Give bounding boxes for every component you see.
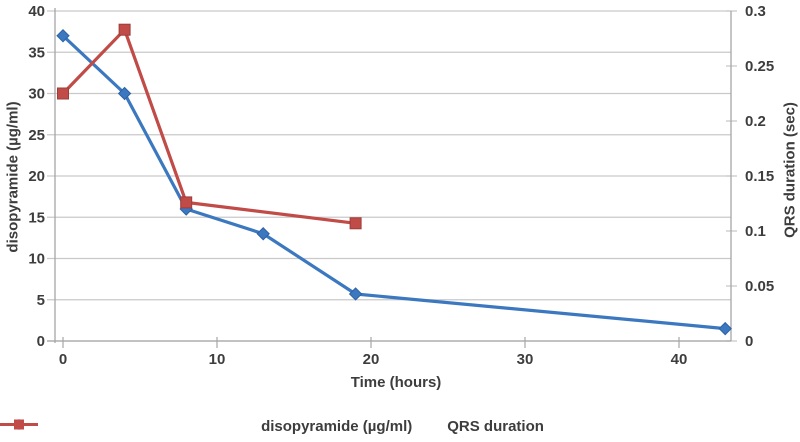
y-right-tick-label: 0.05	[745, 278, 774, 295]
y-left-tick-label: 30	[28, 86, 45, 103]
y-left-tick-label: 35	[28, 44, 45, 61]
legend-swatch-svg	[0, 419, 38, 430]
series-line-0	[61, 34, 727, 331]
data-point-diamond	[718, 321, 732, 336]
y-right-tick-label: 0	[745, 333, 753, 350]
legend-label-disopyramide: disopyramide (µg/ml)	[261, 418, 413, 435]
x-tick-label: 0	[59, 351, 67, 368]
left-axis-title: disopyramide (µg/ml)	[4, 101, 22, 253]
legend-item-disopyramide: disopyramide (µg/ml)	[0, 418, 413, 435]
x-axis-title: Time (hours)	[350, 374, 442, 391]
data-point-diamond	[348, 287, 363, 301]
y-left-tick-label: 5	[37, 292, 45, 309]
legend-item-qrs-duration: QRS duration	[0, 418, 544, 435]
data-point-square	[57, 87, 69, 100]
y-left-tick-label: 20	[28, 168, 45, 185]
y-right-tick-label: 0.2	[745, 113, 766, 130]
y-left-tick-label: 15	[28, 209, 45, 226]
y-left-tick-label: 40	[28, 3, 45, 20]
y-right-tick-label: 0.25	[745, 58, 774, 75]
data-point-square	[180, 196, 193, 209]
y-left-tick-label: 0	[37, 333, 45, 350]
legend-label-qrs-duration: QRS duration	[447, 418, 544, 435]
data-point-diamond	[256, 227, 270, 241]
data-point-diamond	[117, 86, 132, 101]
x-tick-label: 10	[209, 351, 226, 368]
series-line-1	[61, 28, 358, 225]
data-point-square	[118, 23, 131, 36]
y-left-tick-label: 10	[28, 251, 45, 268]
legend-square-glyph	[14, 419, 24, 430]
y-left-tick-label: 25	[28, 127, 45, 144]
y-right-tick-label: 0.3	[745, 3, 766, 20]
x-tick-label: 40	[671, 351, 688, 368]
data-point-diamond	[56, 29, 70, 43]
right-axis-title: QRS duration (sec)	[781, 102, 799, 238]
y-right-tick-label: 0.15	[745, 168, 774, 185]
data-point-square	[349, 217, 362, 230]
y-right-tick-label: 0.1	[745, 223, 766, 240]
x-tick-label: 20	[363, 351, 380, 368]
legend: disopyramide (µg/ml) QRS duration	[0, 418, 800, 435]
x-tick-label: 30	[517, 351, 534, 368]
